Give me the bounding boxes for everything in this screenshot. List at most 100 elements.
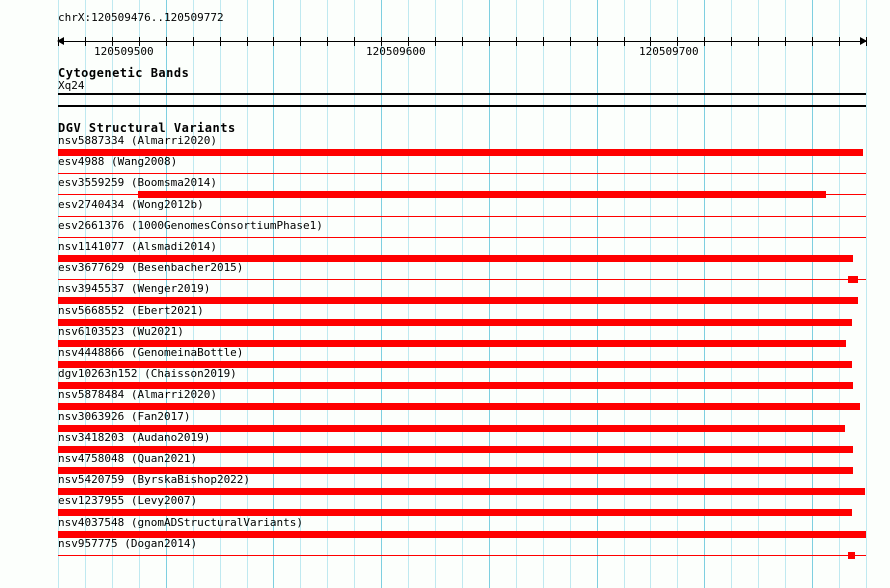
ruler-tick [85,37,86,46]
cytoband-label[interactable]: Xq24 [58,79,85,92]
variant-track-label: esv2661376 (1000GenomesConsortiumPhase1) [58,219,323,232]
variant-feature-bar[interactable] [58,531,866,538]
ruler-tick [139,37,140,46]
gridline [139,0,140,588]
variant-track-row[interactable]: esv2740434 (Wong2012b) [0,199,890,220]
variant-track-row[interactable]: nsv5668552 (Ebert2021) [0,305,890,326]
variant-feature-bar[interactable] [58,425,845,432]
variant-feature-bar[interactable] [58,149,863,156]
variant-track-label: dgv10263n152 (Chaisson2019) [58,367,237,380]
gridline [408,0,409,588]
gridline [58,0,59,588]
ruler-tick [166,37,167,46]
variant-feature-bar[interactable] [848,552,855,559]
ruler-tick [381,37,382,46]
gridline [166,0,167,588]
gridline [354,0,355,588]
variant-feature-bar[interactable] [58,340,846,347]
gridline [597,0,598,588]
ruler-tick [435,37,436,46]
variant-track-row[interactable]: nsv4448866 (GenomeinaBottle) [0,347,890,368]
ruler-tick [624,37,625,46]
variant-track-row[interactable]: nsv5878484 (Almarri2020) [0,389,890,410]
variant-feature-bar[interactable] [58,297,858,304]
gridline [758,0,759,588]
gridline [839,0,840,588]
variant-track-label: nsv6103523 (Wu2021) [58,325,184,338]
variant-track-row[interactable]: esv3677629 (Besenbacher2015) [0,262,890,283]
gridline [731,0,732,588]
variant-feature-bar[interactable] [138,191,826,198]
gridline [812,0,813,588]
variant-track-label: nsv5878484 (Almarri2020) [58,388,217,401]
cytogenetic-bands-title: Cytogenetic Bands [58,66,190,80]
variant-track-row[interactable]: esv1237955 (Levy2007) [0,495,890,516]
variant-feature-line[interactable] [58,279,866,280]
variant-track-row[interactable]: dgv10263n152 (Chaisson2019) [0,368,890,389]
ruler-tick [247,37,248,46]
gridline [785,0,786,588]
variant-track-row[interactable]: esv3559259 (Boomsma2014) [0,177,890,198]
gridline [704,0,705,588]
ruler-tick [839,37,840,46]
variant-track-row[interactable]: nsv1141077 (Alsmadi2014) [0,241,890,262]
variant-track-row[interactable]: esv4988 (Wang2008) [0,156,890,177]
variant-track-row[interactable]: nsv3418203 (Audano2019) [0,432,890,453]
gridline [247,0,248,588]
gridline [112,0,113,588]
ruler-tick [677,37,678,46]
gridline [193,0,194,588]
variant-track-label: nsv957775 (Dogan2014) [58,537,198,550]
variant-track-label: nsv5887334 (Almarri2020) [58,134,217,147]
gridline [381,0,382,588]
variant-feature-line[interactable] [58,216,866,217]
variant-feature-bar[interactable] [58,488,865,495]
variant-feature-bar[interactable] [58,319,852,326]
gridline [866,0,867,588]
gridline [273,0,274,588]
ruler-tick [300,37,301,46]
gridline [220,0,221,588]
gridline [516,0,517,588]
ruler[interactable]: chrX:120509476..120509772 120509500 12050… [0,12,890,58]
variant-feature-bar[interactable] [58,255,853,262]
variant-track-row[interactable]: nsv4037548 (gnomADStructuralVariants) [0,517,890,538]
variant-track-row[interactable]: nsv3945537 (Wenger2019) [0,283,890,304]
ruler-tick [408,37,409,46]
ruler-tick [650,37,651,46]
variant-feature-line[interactable] [58,555,866,556]
gridline [570,0,571,588]
variant-track-label: nsv5420759 (ByrskaBishop2022) [58,473,251,486]
ruler-tick [489,37,490,46]
gridline [85,0,86,588]
ruler-tick [273,37,274,46]
variant-track-row[interactable]: esv2661376 (1000GenomesConsortiumPhase1) [0,220,890,241]
ruler-tick-label: 120509700 [639,45,699,58]
variant-track-label: esv3677629 (Besenbacher2015) [58,261,244,274]
variant-feature-line[interactable] [58,237,866,238]
variant-feature-bar[interactable] [58,467,853,474]
variant-track-row[interactable]: nsv5887334 (Almarri2020) [0,135,890,156]
variant-track-row[interactable]: nsv957775 (Dogan2014) [0,538,890,559]
variant-track-row[interactable]: nsv3063926 (Fan2017) [0,411,890,432]
variant-track-label: nsv3063926 (Fan2017) [58,410,191,423]
variant-track-label: nsv3945537 (Wenger2019) [58,282,211,295]
variant-feature-bar[interactable] [58,509,852,516]
ruler-tick [812,37,813,46]
variant-feature-line[interactable] [58,173,866,174]
variant-feature-bar[interactable] [58,403,860,410]
variant-track-row[interactable]: nsv4758048 (Quan2021) [0,453,890,474]
ruler-tick [866,37,867,46]
variant-track-row[interactable]: nsv6103523 (Wu2021) [0,326,890,347]
ruler-tick [570,37,571,46]
variant-track-row[interactable]: nsv5420759 (ByrskaBishop2022) [0,474,890,495]
variant-track-label: esv1237955 (Levy2007) [58,494,198,507]
variant-track-label: nsv3418203 (Audano2019) [58,431,211,444]
cytoband-bottom-edge [58,105,866,107]
variant-feature-bar[interactable] [58,361,852,368]
variant-track-label: esv2740434 (Wong2012b) [58,198,204,211]
variant-feature-bar[interactable] [848,276,858,283]
variant-feature-bar[interactable] [58,382,853,389]
variant-feature-bar[interactable] [58,446,853,453]
